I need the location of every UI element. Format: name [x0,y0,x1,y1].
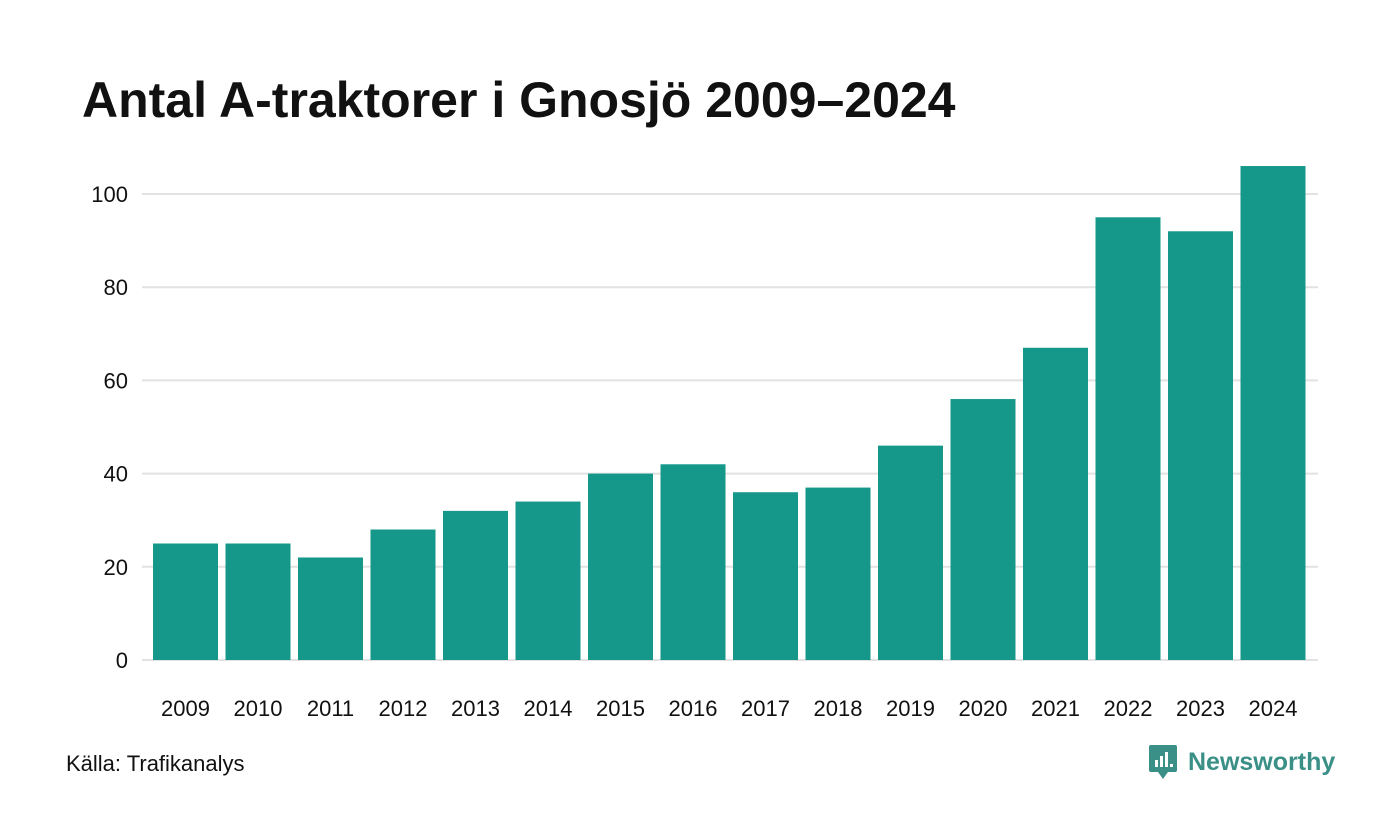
chart-title: Antal A-traktorer i Gnosjö 2009–2024 [82,72,956,128]
y-tick-label: 60 [104,368,128,393]
y-tick-label: 40 [104,462,128,487]
bars [153,166,1306,661]
y-tick-label: 100 [91,182,128,207]
bar-2021[interactable] [1023,347,1088,660]
bar-2009[interactable] [153,543,218,661]
brand-logo[interactable]: Newsworthy [1148,742,1335,782]
bar-2017[interactable] [733,492,798,660]
bar-2024[interactable] [1240,166,1306,661]
newsworthy-logo-icon [1149,745,1177,779]
bar-2022[interactable] [1095,217,1161,661]
x-tick-label: 2021 [1031,696,1080,721]
bar-2013[interactable] [443,510,508,660]
brand-name: Newsworthy [1188,748,1336,776]
x-tick-label: 2019 [886,696,935,721]
x-tick-label: 2012 [379,696,428,721]
x-tick-label: 2013 [451,696,500,721]
x-tick-label: 2020 [959,696,1008,721]
y-tick-label: 80 [104,275,128,300]
bar-2018[interactable] [805,487,871,660]
bar-2016[interactable] [660,464,726,660]
bar-2020[interactable] [950,399,1016,660]
y-tick-label: 0 [116,648,128,673]
x-tick-label: 2017 [741,696,790,721]
x-tick-label: 2009 [161,696,210,721]
bar-2014[interactable] [515,501,581,660]
x-tick-label: 2010 [234,696,283,721]
x-tick-label: 2022 [1104,696,1153,721]
source-note: Källa: Trafikanalys [66,751,245,776]
bar-2015[interactable] [588,473,653,660]
y-axis-ticks: 0 20 40 60 80 100 [91,182,128,673]
x-tick-label: 2018 [814,696,863,721]
x-tick-label: 2016 [669,696,718,721]
x-tick-label: 2024 [1249,696,1298,721]
bar-2023[interactable] [1168,231,1233,660]
x-tick-label: 2011 [307,696,354,721]
bar-2019[interactable] [878,445,943,660]
x-tick-label: 2014 [524,696,573,721]
x-axis-ticks: 2009 2010 2011 2012 2013 2014 2015 2016 2017 2018… [161,696,1297,721]
x-tick-label: 2023 [1176,696,1225,721]
bar-2012[interactable] [370,529,436,660]
bar-2010[interactable] [225,543,291,661]
bar-2011[interactable] [298,557,363,660]
y-tick-label: 20 [104,555,128,580]
x-tick-label: 2015 [596,696,645,721]
